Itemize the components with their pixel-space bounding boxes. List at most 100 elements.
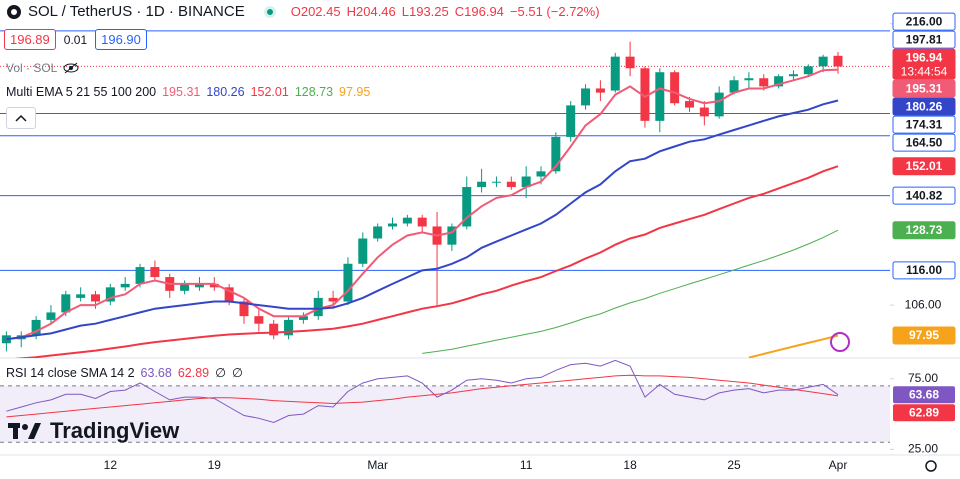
price-label: 174.31	[906, 117, 943, 131]
brand: TradingView	[8, 418, 179, 444]
close: C196.94	[454, 4, 504, 19]
price-label-box	[892, 12, 956, 31]
y-tick-label: 106.00	[905, 297, 942, 311]
candle-body	[313, 297, 323, 317]
candle-body	[239, 301, 249, 317]
candle-body	[581, 88, 591, 106]
symbol-icon	[7, 4, 21, 19]
candle-body	[298, 316, 308, 320]
ema-label: Multi EMA 5 21 55 100 200	[6, 85, 157, 99]
rsi-value: 63.68	[140, 365, 172, 380]
candle-body	[254, 316, 264, 324]
line-series	[748, 334, 839, 358]
brand-name: TradingView	[50, 418, 180, 443]
candle-body	[358, 238, 368, 264]
candle-body	[551, 136, 561, 172]
price-pane	[0, 30, 890, 358]
price-label-box	[892, 326, 956, 345]
candle-body	[462, 187, 472, 227]
price-label-box	[892, 115, 956, 134]
price-label-box	[892, 261, 956, 280]
axes: 220.00106.0075.0025.00216.00197.81196.94…	[104, 12, 956, 472]
market-status	[263, 5, 276, 18]
candle-body	[640, 68, 650, 121]
volume-label: Vol · SOL	[6, 61, 58, 75]
candle-body	[194, 283, 204, 288]
price-label-box	[892, 133, 956, 152]
x-tick-label: 25	[727, 458, 741, 472]
candle-body	[521, 176, 531, 188]
line-series	[6, 359, 839, 424]
volume-legend: Vol · SOL	[6, 61, 79, 75]
price-label: 195.31	[906, 81, 943, 95]
price-label: 128.73	[906, 223, 943, 237]
candle-body	[135, 267, 145, 284]
candle-body	[536, 171, 546, 177]
candle-body	[447, 226, 457, 245]
candle-body	[284, 319, 294, 336]
price-label-box	[892, 157, 956, 176]
candle-body	[506, 181, 516, 188]
indicator-icon[interactable]	[830, 332, 850, 352]
rsi-extra: ∅	[232, 366, 243, 380]
x-tick-label: 11	[520, 458, 533, 472]
line-series	[422, 229, 839, 354]
candle-body	[759, 78, 769, 87]
brand-logo	[8, 423, 41, 439]
x-tick-label: Apr	[829, 458, 848, 472]
candle-body	[818, 56, 828, 67]
candle-body	[402, 217, 412, 224]
ema-legend: Multi EMA 5 21 55 100 200 195.31 180.26 …	[6, 85, 370, 99]
candle-body	[373, 226, 383, 239]
candle-body	[1, 335, 11, 344]
rsi-label-box	[893, 386, 955, 404]
candle-body	[670, 72, 680, 104]
candle-body	[566, 105, 576, 137]
symbol[interactable]: SOL / TetherUS · 1D · BINANCE	[28, 3, 245, 20]
price-label: 164.50	[906, 135, 943, 149]
ema-value: 195.31	[162, 85, 201, 99]
candle-body	[61, 294, 71, 313]
candle-body	[150, 267, 160, 278]
price-label: 196.94	[906, 50, 943, 64]
y-tick-label: 25.00	[908, 442, 938, 456]
settings-icon[interactable]	[925, 460, 937, 472]
change: −5.51 (−2.72%)	[509, 4, 600, 19]
sell-button[interactable]: 196.89	[4, 29, 56, 50]
candle-body	[224, 287, 234, 302]
x-tick-label: Mar	[367, 458, 388, 472]
candle-body	[788, 74, 798, 77]
hidden-icon[interactable]	[63, 62, 79, 74]
candle-body	[417, 217, 427, 227]
price-label: 97.95	[909, 328, 939, 342]
candle-body	[180, 283, 190, 291]
candle-body	[610, 56, 620, 91]
x-tick-label: 18	[623, 458, 637, 472]
ema-value: 97.95	[339, 85, 371, 99]
x-tick-label: 12	[104, 458, 118, 472]
candle-body	[625, 56, 635, 69]
price-label: 180.26	[906, 99, 943, 113]
rsi-label: 62.89	[909, 405, 939, 419]
price-label-box	[892, 79, 956, 98]
candle-body	[655, 72, 665, 121]
price-label: 216.00	[906, 14, 943, 28]
candle-body	[774, 76, 784, 87]
candle-body	[105, 287, 115, 302]
buy-button[interactable]: 196.90	[95, 29, 147, 50]
candle-body	[833, 55, 843, 67]
line-series	[6, 99, 839, 341]
high: H204.46	[346, 4, 396, 19]
rsi-sma-value: 62.89	[177, 365, 210, 380]
line-series	[14, 165, 839, 358]
price-label-box	[892, 30, 956, 49]
candle-body	[209, 283, 219, 288]
price-label: 140.82	[906, 188, 943, 202]
line-series	[6, 374, 839, 418]
candle-body	[76, 294, 86, 298]
collapse-button[interactable]	[6, 107, 36, 129]
price-label-box	[892, 221, 956, 240]
rsi-label: 63.68	[909, 387, 939, 401]
line-series	[6, 68, 839, 341]
